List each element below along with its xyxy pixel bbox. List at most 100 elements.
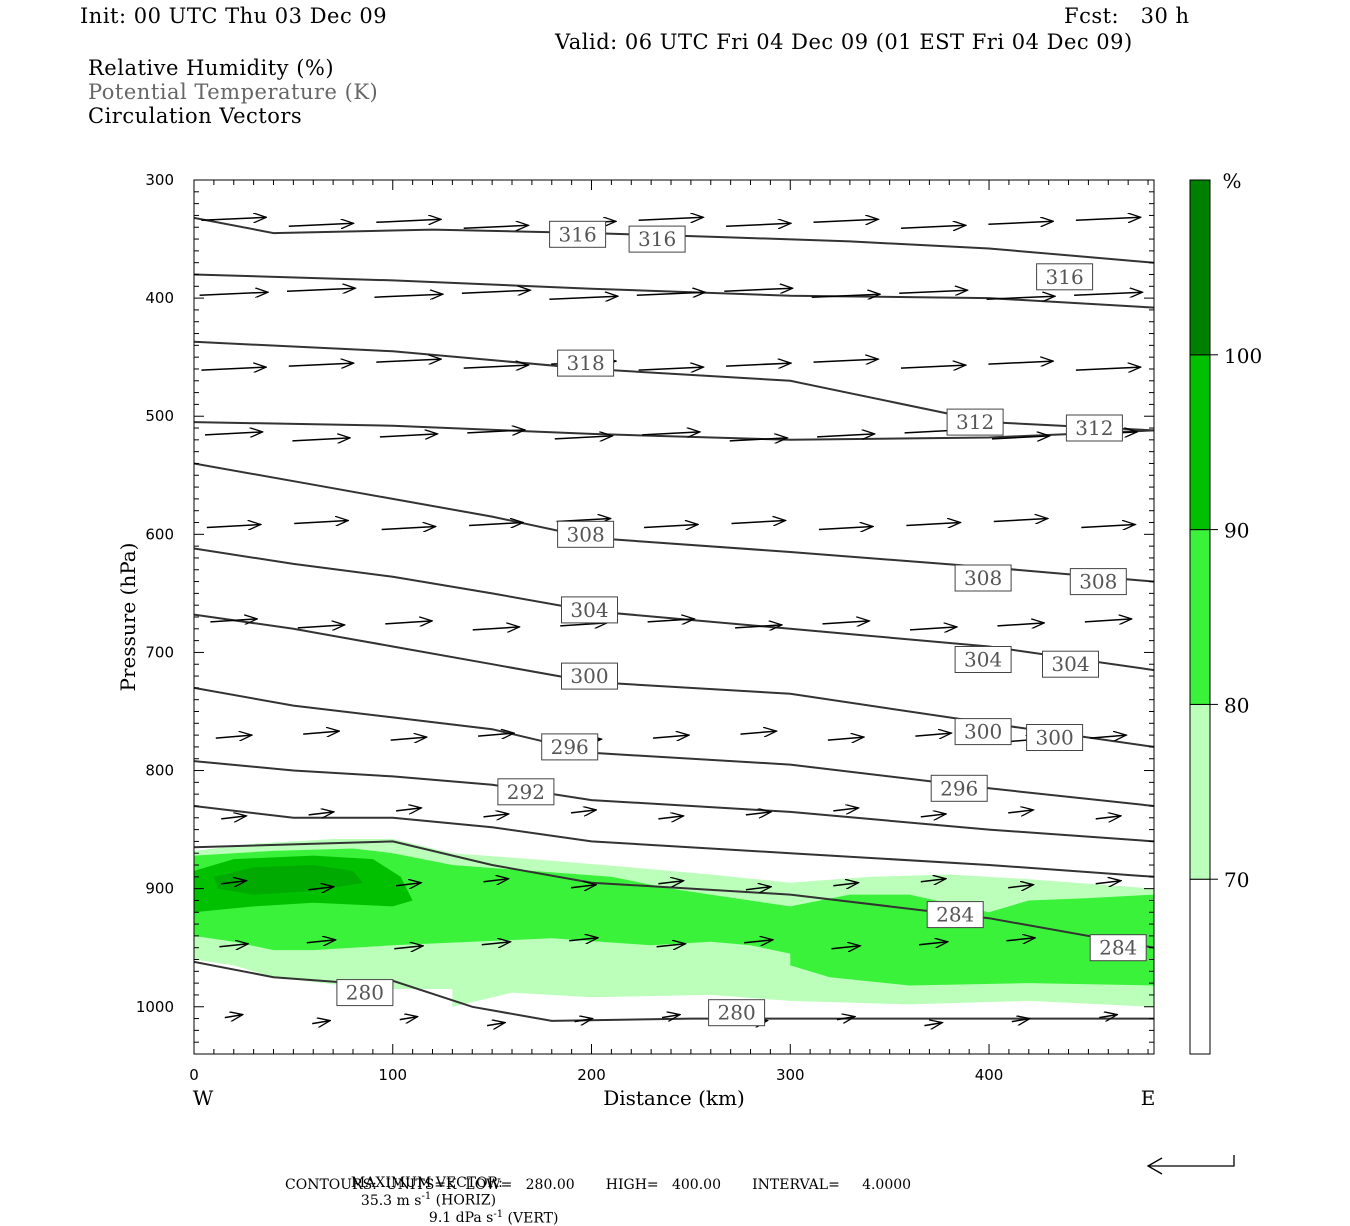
max-vector-label: MAXIMUM VECTOR: [350, 1175, 503, 1191]
circulation-vector [201, 367, 266, 370]
circulation-vector [463, 225, 529, 228]
theta-contour-312 [194, 421, 1154, 441]
circulation-vector [306, 940, 336, 943]
circulation-vector [461, 290, 530, 293]
contour-label-box [1042, 650, 1099, 678]
circulation-vector [549, 296, 617, 299]
circulation-vector [817, 434, 875, 437]
contour-label: 304 [1051, 652, 1089, 676]
circulation-vector [210, 619, 257, 622]
circulation-vector [469, 523, 523, 526]
theta-contour-300 [194, 686, 1154, 807]
contour-label-box [946, 408, 1004, 436]
circulation-vector [988, 221, 1053, 224]
circulation-vector [570, 810, 596, 813]
circulation-vector [900, 225, 966, 228]
circulation-vector [381, 527, 436, 530]
colorbar-label: 70 [1224, 868, 1249, 892]
circulation-vector [472, 627, 520, 630]
y-tick-label: 300 [145, 171, 174, 189]
y-tick-label: 1000 [136, 998, 174, 1016]
circulation-vector [729, 438, 788, 441]
circulation-vector [988, 361, 1053, 364]
circulation-vector [991, 436, 1050, 439]
contour-label: 304 [964, 648, 1002, 672]
circulation-vector [924, 1023, 942, 1026]
circulation-vectors [199, 217, 1143, 1026]
contour-label: 300 [1036, 726, 1074, 750]
circulation-vector [303, 731, 339, 734]
circulation-vector [221, 881, 246, 884]
circulation-vector [638, 367, 704, 370]
field-theta: Potential Temperature (K) [88, 80, 379, 104]
circulation-vector [399, 1017, 418, 1020]
circulation-vector [483, 814, 509, 817]
contour-label-box [954, 564, 1012, 592]
circulation-vector [813, 359, 879, 362]
circulation-vector [379, 434, 438, 437]
circulation-vector [481, 942, 511, 945]
contour-label-box [1036, 263, 1094, 291]
colorbar-swatch [1189, 703, 1211, 880]
circulation-vector [376, 219, 441, 222]
y-tick-label: 900 [145, 880, 174, 898]
contour-label-box [541, 733, 599, 761]
circulation-vector [731, 521, 786, 524]
circulation-vector [822, 621, 870, 624]
horiz-tag: (HORIZ) [431, 1192, 497, 1209]
circulation-vector [554, 436, 613, 439]
circulation-vector [647, 619, 695, 622]
circulation-vector [744, 940, 773, 943]
colorbar-unit: % [1222, 169, 1241, 193]
circulation-vector [735, 625, 782, 628]
circulation-vector [918, 942, 948, 945]
contour-label: 312 [1075, 416, 1113, 440]
colorbar-label: 80 [1224, 693, 1249, 717]
circulation-vector [1006, 938, 1035, 941]
circulation-vector [740, 731, 777, 734]
contour-label-box [628, 225, 686, 253]
contour-label-box [549, 220, 607, 248]
contour-label-box [930, 774, 988, 802]
contour-label: 304 [570, 598, 608, 622]
circulation-vector [831, 946, 861, 949]
circulation-vector [661, 1015, 680, 1018]
circulation-vector [199, 292, 268, 295]
theta-contour-308 [194, 462, 1154, 583]
circulation-vector [286, 288, 355, 291]
theta-contour-316 [194, 273, 1154, 309]
circulation-vector [900, 365, 966, 368]
x-tick-label: 0 [189, 1066, 199, 1084]
reference-vector-icon [1146, 1155, 1235, 1175]
circulation-vector [899, 290, 967, 293]
circulation-vector [308, 887, 334, 890]
circulation-vector [652, 735, 689, 738]
circulation-vector [1075, 217, 1141, 220]
circulation-vector [827, 737, 864, 740]
circulation-vector [294, 521, 348, 524]
circulation-vector [467, 430, 525, 433]
circulation-vector [201, 217, 266, 220]
circulation-vector [1081, 525, 1135, 528]
theta-contour-280 [194, 960, 1154, 1022]
circulation-vector [221, 816, 246, 819]
contour-label-box [336, 979, 394, 1007]
y-tick-label: 700 [145, 643, 174, 661]
colorbar-swatch [1189, 354, 1211, 531]
contour-label-box [557, 349, 615, 377]
circulation-vector [745, 812, 771, 815]
circulation-vector [997, 623, 1044, 626]
circulation-vector [478, 733, 514, 736]
contour-label: 280 [718, 1001, 756, 1025]
x-tick-label: 100 [378, 1066, 407, 1084]
circulation-vector [312, 1021, 330, 1024]
colorbar-label: 100 [1224, 344, 1262, 368]
circulation-vector [906, 523, 960, 526]
valid-time: Valid: 06 UTC Fri 04 Dec 09 (01 EST Fri … [555, 30, 1133, 54]
circulation-vector [636, 292, 705, 295]
circulation-vector [909, 627, 957, 630]
circulation-vector [1099, 1015, 1117, 1018]
circulation-vector [390, 737, 427, 740]
circulation-vector [642, 432, 700, 435]
circulation-vector [376, 359, 441, 362]
